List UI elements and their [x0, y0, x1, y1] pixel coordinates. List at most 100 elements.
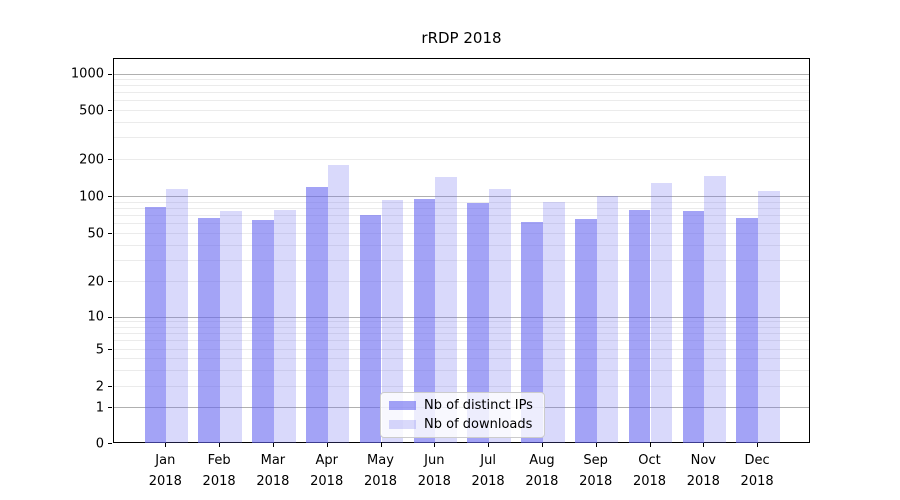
bar-distinct-ips-dec	[736, 217, 759, 443]
legend-label-distinct-ips: Nb of distinct IPs	[424, 398, 533, 413]
legend-row-downloads: Nb of downloads	[389, 417, 536, 432]
gridline-minor	[114, 100, 809, 102]
x-tick	[380, 443, 382, 447]
y-tick	[108, 316, 112, 318]
y-tick-label: 0	[95, 436, 104, 451]
bar-distinct-ips-jan	[144, 207, 167, 443]
bar-distinct-ips-jul	[467, 203, 490, 443]
gridline-minor	[114, 122, 809, 123]
y-tick-label: 500	[79, 103, 104, 118]
y-tick	[108, 349, 112, 350]
y-tick-label: 1	[95, 400, 104, 415]
x-tick-label: Mar 2018	[256, 453, 290, 489]
gridline-minor	[114, 321, 809, 323]
legend-swatch-distinct-ips	[389, 401, 416, 410]
legend: Nb of distinct IPs Nb of downloads	[380, 392, 545, 438]
bar-downloads-sep	[596, 196, 619, 443]
gridline-minor	[114, 340, 809, 342]
bar-downloads-nov	[704, 175, 726, 443]
y-tick	[108, 443, 112, 444]
y-tick	[108, 281, 112, 282]
bar-downloads-dec	[758, 191, 780, 443]
bar-downloads-oct	[650, 182, 673, 443]
legend-row-distinct-ips: Nb of distinct IPs	[389, 398, 536, 413]
y-tick	[108, 386, 112, 387]
y-tick-label: 50	[87, 226, 104, 242]
gridline-major	[114, 316, 809, 318]
bar-distinct-ips-nov	[682, 211, 705, 443]
x-tick	[165, 443, 167, 447]
y-tick-label: 5	[95, 342, 104, 357]
y-tick-label: 100	[79, 189, 104, 204]
x-tick	[757, 443, 759, 447]
gridline-minor	[114, 110, 809, 111]
y-tick-label: 10	[87, 309, 104, 325]
x-tick	[649, 443, 651, 447]
y-tick-label: 2	[95, 379, 104, 394]
gridline-major	[114, 196, 809, 197]
bar-downloads-apr	[327, 164, 350, 443]
bar-distinct-ips-jun	[413, 198, 436, 443]
x-tick	[595, 443, 597, 447]
y-tick	[108, 159, 112, 161]
gridline-minor	[114, 259, 809, 261]
gridline-minor	[114, 281, 809, 282]
gridline-minor	[114, 208, 809, 209]
gridline-minor	[114, 215, 809, 217]
bar-downloads-mar	[273, 210, 296, 443]
chart-title: rRDP 2018	[421, 29, 502, 47]
y-tick	[108, 73, 112, 75]
gridline-minor	[114, 137, 809, 139]
x-tick	[434, 443, 436, 447]
plot-area	[113, 58, 810, 443]
bar-distinct-ips-oct	[628, 210, 651, 443]
bar-distinct-ips-apr	[306, 187, 328, 443]
x-tick-label: Jan 2018	[148, 453, 182, 489]
x-tick-label: Feb 2018	[202, 453, 236, 489]
x-tick	[272, 443, 274, 447]
y-tick	[108, 407, 112, 408]
bar-distinct-ips-may	[359, 215, 382, 443]
x-tick-label: May 2018	[363, 453, 398, 489]
x-tick-label: Nov 2018	[686, 453, 720, 489]
legend-swatch-downloads	[389, 420, 416, 429]
bar-distinct-ips-aug	[521, 221, 543, 443]
x-tick-label: Jul 2018	[471, 453, 505, 489]
gridline-minor	[114, 386, 809, 387]
gridline-minor	[114, 233, 809, 235]
x-tick-label: Oct 2018	[632, 453, 667, 489]
y-tick-label: 20	[87, 274, 104, 289]
legend-label-downloads: Nb of downloads	[424, 417, 533, 432]
gridline-minor	[114, 79, 809, 81]
y-tick	[108, 196, 112, 197]
gridline-minor	[114, 92, 809, 94]
bar-distinct-ips-feb	[198, 217, 221, 443]
gridline-minor	[114, 369, 809, 371]
bar-downloads-aug	[542, 201, 565, 443]
bar-downloads-jun	[435, 177, 457, 443]
x-tick-label: Jun 2018	[417, 453, 451, 489]
gridline-minor	[114, 244, 809, 246]
bar-downloads-jan	[166, 189, 188, 443]
gridline-minor	[114, 85, 809, 87]
x-tick-label: Apr 2018	[310, 453, 344, 489]
y-tick	[108, 233, 112, 235]
bar-distinct-ips-mar	[252, 220, 274, 443]
gridline-minor	[114, 223, 809, 225]
x-tick	[326, 443, 328, 447]
bar-downloads-may	[381, 200, 404, 443]
gridline-minor	[114, 326, 809, 328]
gridline-minor	[114, 201, 809, 203]
bar-distinct-ips-sep	[575, 219, 597, 443]
gridline-minor	[114, 349, 809, 350]
y-tick	[108, 110, 112, 111]
gridline-minor	[114, 159, 809, 161]
gridline-minor	[114, 358, 809, 359]
gridline-minor	[114, 333, 809, 335]
x-tick	[488, 443, 490, 447]
x-tick	[219, 443, 221, 447]
bar-downloads-feb	[220, 211, 242, 443]
y-tick-label: 200	[79, 152, 104, 168]
bar-downloads-jul	[489, 189, 511, 443]
